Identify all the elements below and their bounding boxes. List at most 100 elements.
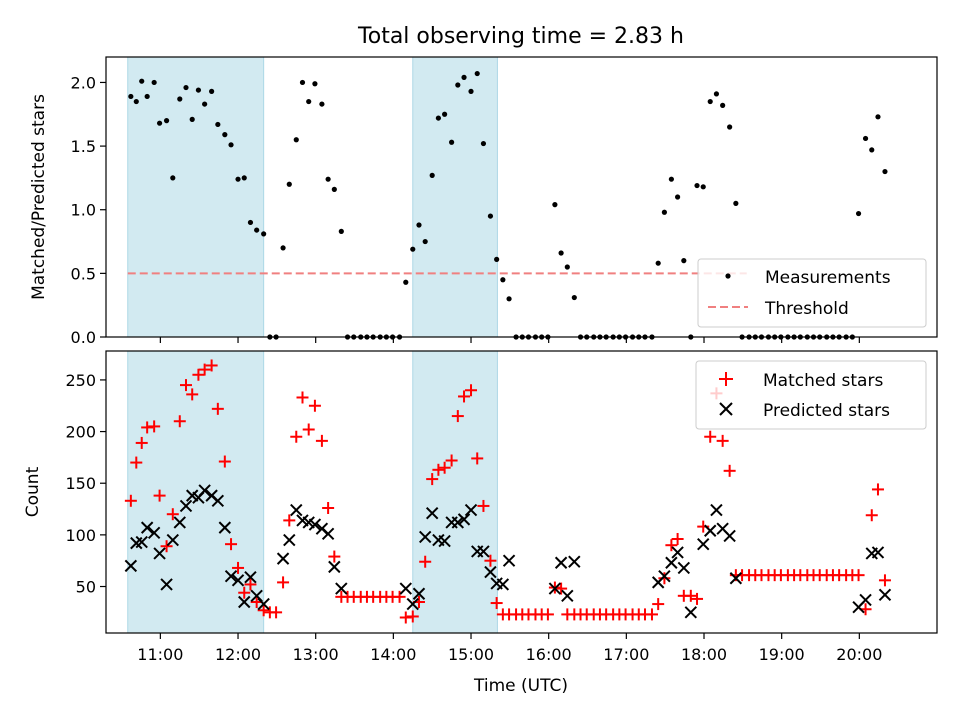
predicted-star-point [399, 582, 412, 595]
predicted-star-point [335, 582, 348, 595]
measurement-point [331, 186, 337, 192]
legend-matched-label: Matched stars [763, 371, 883, 391]
measurement-point [312, 81, 318, 87]
measurement-point [474, 70, 480, 77]
matched-star-point [852, 569, 865, 582]
predicted-star-point [211, 494, 225, 507]
measurement-point [700, 184, 706, 190]
predicted-star-point [124, 559, 138, 573]
xtick-label: 11:00 [137, 645, 183, 664]
measurement-point [506, 296, 512, 302]
measurement-point [228, 142, 234, 148]
matched-star-point [141, 421, 154, 434]
predicted-star-point [173, 516, 186, 529]
measurement-point [183, 84, 189, 91]
matched-star-point [471, 452, 484, 465]
bottom-y-axis-label: Count [23, 466, 43, 517]
measurement-point [299, 79, 306, 86]
measurement-point [882, 168, 888, 175]
bottom-panel: 50 100 150 200 250 11:00 12:00 13:00 14:00 15:00… [23, 350, 938, 696]
top-panel: 0.00.51.01.52.0 Matched/Predicted stars … [29, 56, 938, 347]
predicted-star-point [135, 535, 148, 549]
matched-star-point [865, 509, 878, 522]
legend-measurements-label: Measurements [765, 268, 891, 288]
matched-star-point [878, 574, 891, 587]
legend-matched-marker [719, 372, 733, 386]
matched-star-point [328, 550, 341, 563]
predicted-star-point [554, 556, 568, 569]
matched-star-point [308, 399, 321, 412]
matched-star-point [205, 359, 218, 372]
predicted-star-point [697, 537, 710, 551]
predicted-star-point [561, 589, 574, 603]
measurement-point [215, 121, 221, 128]
measurement-point [661, 209, 668, 215]
measurement-point [733, 200, 739, 206]
matched-star-point [130, 456, 143, 469]
xtick-label: 14:00 [370, 645, 416, 664]
measurement-point [461, 74, 467, 80]
measurement-point [558, 250, 564, 256]
measurement-point [247, 219, 254, 226]
matched-star-point [490, 597, 503, 610]
measurement-point [128, 93, 134, 100]
matched-star-point [723, 464, 736, 477]
measurement-point [571, 294, 577, 301]
predicted-star-point [477, 545, 490, 558]
top-axes-frame [105, 56, 938, 338]
measurement-point [442, 111, 448, 117]
xtick-label: 17:00 [603, 645, 649, 664]
measurement-point [319, 101, 325, 107]
matched-star-point [166, 508, 179, 521]
predicted-star-point [147, 526, 161, 540]
measurement-point [855, 210, 862, 217]
matched-star-point [124, 494, 137, 507]
top-ytick-label: 1.0 [71, 201, 96, 220]
predicted-star-point [704, 524, 717, 537]
predicted-star-point [451, 516, 465, 529]
measurement-point [222, 132, 228, 138]
predicted-star-point [729, 572, 743, 585]
matched-star-point [302, 423, 315, 436]
matched-star-point [406, 610, 419, 623]
measurement-point [144, 93, 150, 100]
matched-star-point [225, 538, 238, 551]
measurement-point [241, 175, 247, 181]
matched-star-point [160, 540, 173, 553]
predicted-star-point [548, 582, 562, 595]
predicted-star-point [244, 571, 257, 584]
predicted-star-point [198, 484, 211, 497]
matched-star-point [283, 514, 296, 527]
matched-star-point [658, 572, 671, 585]
measurement-point [338, 228, 344, 234]
predicted-star-point [425, 506, 439, 520]
measurement-point [293, 137, 299, 143]
predicted-star-point [484, 565, 497, 579]
predicted-star-point [160, 578, 173, 591]
matched-star-point [438, 461, 451, 474]
measurement-point [727, 124, 733, 130]
measurement-point [416, 222, 422, 228]
matched-star-point [665, 539, 678, 552]
measurement-point [681, 258, 687, 264]
measurement-point [209, 88, 215, 94]
matched-star-point [257, 604, 270, 617]
matched-star-point [148, 420, 161, 433]
predicted-star-point [166, 533, 179, 547]
chart-title: Total observing time = 2.83 h [357, 24, 684, 49]
measurement-point [235, 176, 241, 182]
measurement-point [655, 260, 661, 266]
predicted-star-point [276, 552, 290, 565]
predicted-star-point [665, 556, 678, 569]
predicted-star-point [658, 569, 671, 583]
measurement-point [170, 175, 176, 181]
predicted-star-point [438, 534, 451, 548]
matched-star-point [270, 606, 283, 619]
matched-star-point [173, 415, 186, 428]
matched-star-point [458, 390, 471, 403]
predicted-star-point [290, 503, 303, 517]
matched-star-point [541, 608, 554, 621]
predicted-star-point [677, 561, 691, 575]
measurement-point [429, 172, 435, 178]
